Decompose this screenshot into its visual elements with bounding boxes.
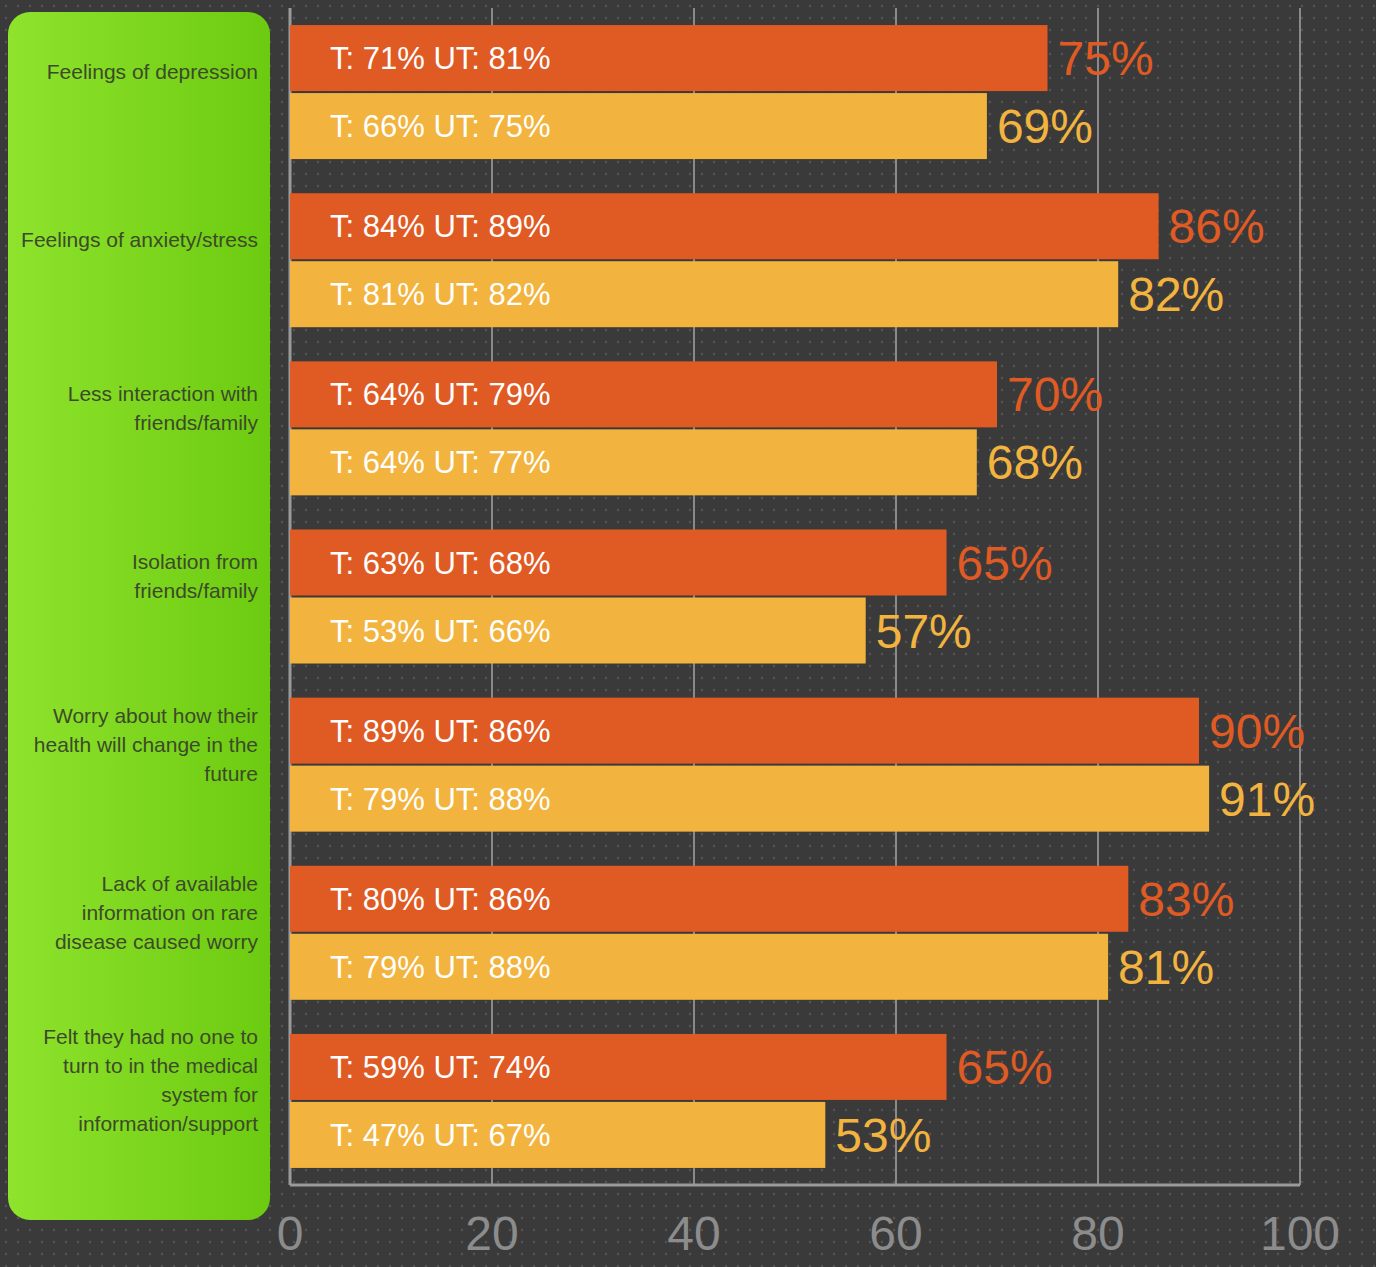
bar (290, 530, 947, 596)
data-label: 90% (1209, 705, 1305, 758)
data-label: 65% (957, 1041, 1053, 1094)
grid (290, 8, 1300, 1185)
tick-label: 100 (1260, 1207, 1340, 1260)
data-label: 57% (876, 605, 972, 658)
category-label: Isolation from friends/family (132, 550, 259, 602)
data-label: 70% (1007, 368, 1103, 421)
category-label-line: Worry about how their (53, 704, 258, 727)
bar-annotation: T: 59% UT: 74% (330, 1050, 551, 1085)
category-label-line: future (204, 762, 258, 785)
grid-line (1299, 8, 1301, 1185)
bar-annotation: T: 81% UT: 82% (330, 277, 551, 312)
bar (290, 766, 1209, 832)
category-label-line: Isolation from (132, 550, 258, 573)
grid-line (491, 8, 493, 1185)
category-label-line: turn to in the medical (63, 1054, 258, 1077)
tick-label: 40 (667, 1207, 720, 1260)
category-label-line: disease caused worry (55, 930, 259, 953)
background-dots (0, 0, 1376, 1267)
grid-line (289, 8, 292, 1185)
bar-annotation: T: 80% UT: 86% (330, 882, 551, 917)
data-label: 81% (1118, 941, 1214, 994)
category-panel (8, 12, 270, 1220)
data-label: 82% (1128, 268, 1224, 321)
tick-label: 20 (465, 1207, 518, 1260)
bar-annotation: T: 79% UT: 88% (330, 950, 551, 985)
category-label-line: system for (161, 1083, 258, 1106)
bar-annotation: T: 66% UT: 75% (330, 109, 551, 144)
category-label-line: Feelings of anxiety/stress (21, 228, 258, 251)
data-label: 83% (1138, 873, 1234, 926)
data-label: 75% (1058, 32, 1154, 85)
category-label-line: Felt they had no one to (43, 1025, 258, 1048)
category-label: Lack of available information on rare dise… (55, 872, 259, 953)
data-label: 65% (957, 537, 1053, 590)
bar (290, 429, 977, 495)
tick-label: 80 (1071, 1207, 1124, 1260)
category-label: Less interaction with friends/family (68, 382, 259, 434)
bar-annotation: T: 79% UT: 88% (330, 782, 551, 817)
bar-annotation: T: 64% UT: 77% (330, 445, 551, 480)
background (0, 0, 1376, 1267)
category-label-line: friends/family (134, 579, 258, 602)
grid-line (895, 8, 897, 1185)
grid-line (693, 8, 695, 1185)
bar-annotation: T: 71% UT: 81% (330, 41, 551, 76)
bar (290, 866, 1128, 932)
bar (290, 1102, 825, 1168)
category-label-line: Lack of available (102, 872, 258, 895)
bar-annotation: T: 53% UT: 66% (330, 614, 551, 649)
category-label: Feelings of anxiety/stress (21, 228, 258, 251)
category-label-line: health will change in the (34, 733, 258, 756)
x-axis (290, 1184, 1300, 1187)
bar-annotation: T: 89% UT: 86% (330, 714, 551, 749)
bar (290, 361, 997, 427)
bar (290, 25, 1048, 91)
bars (290, 25, 1209, 1168)
category-label: Worry about how their health will change … (34, 704, 258, 785)
category-label-line: friends/family (134, 411, 258, 434)
bar-annotation: T: 84% UT: 89% (330, 209, 551, 244)
grid-line (1097, 8, 1099, 1185)
bar (290, 1034, 947, 1100)
chart: 0 20 40 60 80 100 T: 71% UT: 81% 75% T: 66% UT: … (0, 0, 1376, 1267)
bar-annotation: T: 47% UT: 67% (330, 1118, 551, 1153)
tick-label: 60 (869, 1207, 922, 1260)
data-label: 91% (1219, 773, 1315, 826)
category-label: Feelings of depression (47, 60, 258, 83)
bar-annotation: T: 64% UT: 79% (330, 377, 551, 412)
bar (290, 934, 1108, 1000)
category-label-line: Less interaction with (68, 382, 258, 405)
category-label-line: Feelings of depression (47, 60, 258, 83)
category-label-line: information/support (78, 1112, 258, 1135)
bar-annotation: T: 63% UT: 68% (330, 546, 551, 581)
bar (290, 193, 1159, 259)
bar (290, 261, 1118, 327)
labels: T: 71% UT: 81% 75% T: 66% UT: 75% 69% T: 84%… (330, 32, 1315, 1162)
bar (290, 698, 1199, 764)
data-label: 69% (997, 100, 1093, 153)
category-label: Felt they had no one to turn to in the me… (43, 1025, 258, 1135)
data-label: 68% (987, 436, 1083, 489)
data-label: 53% (835, 1109, 931, 1162)
bar (290, 598, 866, 664)
bar (290, 93, 987, 159)
data-label: 86% (1169, 200, 1265, 253)
category-label-line: information on rare (82, 901, 258, 924)
tick-label: 0 (277, 1207, 304, 1260)
